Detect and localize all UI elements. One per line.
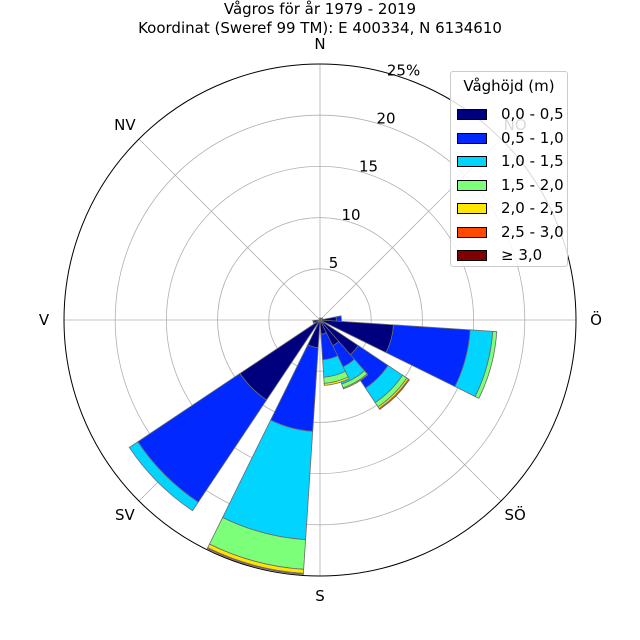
radial-tick-label: 5 xyxy=(329,254,339,272)
legend-label: 0,0 - 0,5 xyxy=(501,105,564,123)
chart-title-line1: Vågros för år 1979 - 2019 xyxy=(223,0,417,18)
rose-bar-segment xyxy=(128,441,199,512)
radial-tick-label: 10 xyxy=(341,206,360,224)
grid-ring xyxy=(114,114,526,526)
legend-label: ≥ 3,0 xyxy=(501,246,543,264)
rose-bar-segment xyxy=(206,547,304,575)
rose-bar-segment xyxy=(318,318,321,321)
chart-subtitle: Koordinat (Sweref 99 TM): E 400334, N 61… xyxy=(138,19,502,37)
radial-tick-label: 20 xyxy=(376,110,395,128)
legend-swatch xyxy=(457,203,487,214)
legend-title: Våghöjd (m) xyxy=(463,77,555,95)
grid-ring xyxy=(268,268,372,372)
legend: Våghöjd (m) 0,0 - 0,5 0,5 - 1,0 1,0 - 1,5 1… xyxy=(450,71,568,267)
legend-swatch xyxy=(457,156,487,167)
direction-label: N xyxy=(314,35,325,53)
outer-ring xyxy=(63,63,577,577)
rose-bar-segment xyxy=(474,330,498,399)
rose-bar-segment xyxy=(342,373,369,390)
legend-swatch xyxy=(457,179,487,191)
rose-bar-segment xyxy=(378,378,410,410)
direction-label: V xyxy=(39,311,50,329)
direction-label: SV xyxy=(115,506,136,524)
grid-ring xyxy=(165,165,475,475)
rose-bars xyxy=(128,315,498,575)
radial-tick-label: 15 xyxy=(359,158,378,176)
legend-swatch xyxy=(457,250,487,261)
radial-tick-label: 25% xyxy=(387,61,420,79)
legend-label: 1,5 - 2,0 xyxy=(501,175,564,194)
legend-swatch xyxy=(457,132,487,144)
grid-ring xyxy=(217,217,423,423)
rose-bar-segment xyxy=(312,319,316,324)
legend-label: 1,0 - 1,5 xyxy=(501,152,564,170)
chart-title: Vågros för år 1979 - 2019 Koordinat (Swe… xyxy=(0,0,640,38)
grid-spoke xyxy=(138,138,321,321)
direction-label: SÖ xyxy=(504,505,525,524)
direction-label: S xyxy=(315,587,325,605)
legend-label: 2,5 - 3,0 xyxy=(501,222,564,241)
legend-swatch xyxy=(457,109,487,120)
rose-bar-segment xyxy=(323,376,350,386)
legend-label: 2,0 - 2,5 xyxy=(501,199,564,217)
direction-label: Ö xyxy=(590,310,602,329)
legend-label: 0,5 - 1,0 xyxy=(501,128,564,147)
legend-swatch xyxy=(457,226,487,238)
direction-label: NV xyxy=(114,116,136,134)
